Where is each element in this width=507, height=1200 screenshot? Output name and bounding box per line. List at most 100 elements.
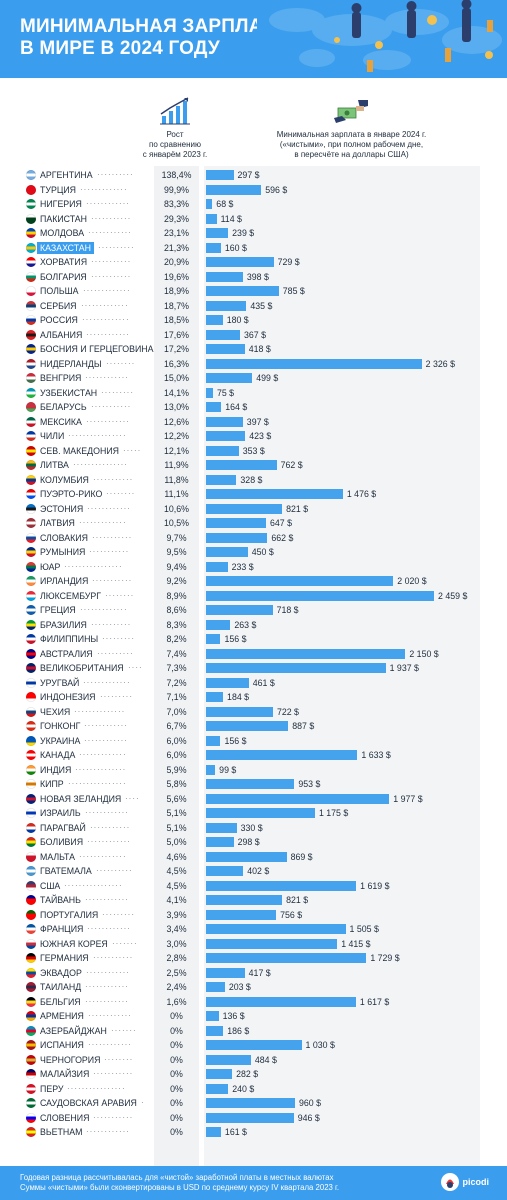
- dotted-leader: ···········: [91, 271, 132, 281]
- wage-value: 75 $: [216, 387, 235, 398]
- wage-value: 1 617 $: [359, 996, 390, 1007]
- table-row: МОЛДОВА 23,1% 239 $ ············: [0, 226, 507, 241]
- dotted-leader: ·············: [83, 286, 131, 295]
- country-name: ЮЖНАЯ КОРЕЯ: [40, 938, 108, 949]
- country-name: ТАЙВАНЬ: [40, 895, 81, 905]
- dotted-leader: ············: [87, 924, 131, 933]
- table-row: НИДЕРЛАНДЫ 16,3% 2 326 $ ········: [0, 357, 507, 372]
- wage-value: 240 $: [232, 1083, 255, 1094]
- table-row: ПУЭРТО-РИКО 11,1% 1 476 $ ········: [0, 487, 507, 502]
- country-flag-icon: [26, 967, 36, 978]
- country-flag-icon: [26, 953, 36, 963]
- country-flag-icon: [26, 880, 36, 891]
- wage-value: 353 $: [242, 445, 265, 456]
- country-flag-icon: [26, 619, 36, 630]
- wage-bar: [206, 213, 217, 224]
- wage-value: 821 $: [286, 895, 309, 905]
- wage-bar: [206, 1127, 221, 1137]
- wage-value: 662 $: [271, 532, 294, 543]
- table-row: ЧЕХИЯ 7,0% 722 $ ··············: [0, 705, 507, 720]
- wage-value: 1 977 $: [393, 793, 423, 804]
- table-row: НОВАЯ ЗЕЛАНДИЯ 5,6% 1 977 $ ····: [0, 792, 507, 807]
- dotted-leader: ············: [85, 982, 129, 991]
- country-flag-icon: [26, 1069, 36, 1079]
- wage-bar: [206, 300, 247, 311]
- country-name: БЕЛАРУСЬ: [40, 402, 87, 412]
- table-row: США 4,5% 1 619 $ ················: [0, 879, 507, 894]
- country-name: АЛБАНИЯ: [40, 329, 83, 340]
- wage-bar: [206, 271, 243, 282]
- growth-column-header: Рост по сравнению с январём 2023 г.: [130, 92, 220, 160]
- country-flag-icon: [26, 692, 36, 702]
- growth-value: 7,1%: [166, 692, 187, 702]
- growth-value: 8,3%: [166, 619, 187, 630]
- money-hands-icon: [333, 100, 368, 123]
- wage-bar: [206, 1069, 233, 1079]
- country-name: МЕКСИКА: [40, 416, 82, 427]
- table-row: АРГЕНТИНА 138,4% 297 $ ··········: [0, 168, 507, 183]
- wage-bar: [206, 170, 234, 180]
- wage-bar: [206, 1040, 302, 1050]
- wage-bar: [206, 822, 237, 833]
- table-row: ХОРВАТИЯ 20,9% 729 $ ···········: [0, 255, 507, 270]
- table-row: АЛБАНИЯ 17,6% 367 $ ············: [0, 328, 507, 343]
- growth-value: 138,4%: [161, 170, 192, 180]
- growth-value: 5,8%: [166, 779, 187, 789]
- growth-value: 11,8%: [164, 474, 189, 485]
- wage-value: 2 150 $: [409, 648, 439, 659]
- wage-bar: [206, 706, 273, 717]
- growth-value: 99,9%: [164, 184, 189, 195]
- wage-bar: [206, 590, 434, 601]
- country-name: АРМЕНИЯ: [40, 1011, 84, 1021]
- table-row: АРМЕНИЯ 0% 136 $ ············: [0, 1009, 507, 1024]
- wage-bar: [206, 909, 277, 920]
- table-row: ПАКИСТАН 29,3% 114 $ ···········: [0, 212, 507, 227]
- table-row: СЕРБИЯ 18,7% 435 $ ·············: [0, 299, 507, 314]
- table-row: ЭКВАДОР 2,5% 417 $ ············: [0, 966, 507, 981]
- wage-value: 418 $: [248, 344, 271, 354]
- growth-column-background: [154, 166, 199, 1166]
- wage-bar: [206, 735, 221, 746]
- growth-value: 5,1%: [166, 822, 187, 833]
- table-row: СЛОВЕНИЯ 0% 946 $ ···········: [0, 1111, 507, 1126]
- country-name: ИРЛАНДИЯ: [40, 576, 89, 586]
- dotted-leader: ····: [128, 663, 143, 672]
- table-row: КАЗАХСТАН 21,3% 160 $ ··········: [0, 241, 507, 256]
- growth-value: 7,3%: [166, 663, 187, 673]
- growth-value: 7,4%: [166, 648, 187, 659]
- country-name: ИЗРАИЛЬ: [40, 808, 81, 818]
- growth-value: 0%: [170, 1011, 183, 1021]
- growth-value: 4,5%: [166, 880, 187, 891]
- growth-value: 18,7%: [164, 300, 189, 311]
- country-flag-icon: [26, 837, 36, 847]
- growth-value: 11,1%: [164, 489, 189, 499]
- table-row: ЧИЛИ 12,2% 423 $ ················: [0, 429, 507, 444]
- country-flag-icon: [26, 474, 36, 485]
- wage-value: 184 $: [227, 692, 250, 702]
- table-row: ЛИТВА 11,9% 762 $ ···············: [0, 458, 507, 473]
- country-flag-icon: [26, 1054, 36, 1065]
- wage-value: 887 $: [292, 721, 315, 731]
- country-name: ГЕРМАНИЯ: [40, 953, 89, 963]
- wage-column-label: Минимальная зарплата в январе 2024 г. («…: [276, 130, 427, 159]
- dotted-leader: ················: [64, 561, 123, 571]
- country-name: СЕВ. МАКЕДОНИЯ: [40, 445, 119, 456]
- country-flag-icon: [26, 1025, 36, 1036]
- wage-value: 68 $: [216, 199, 234, 209]
- wage-bar: [206, 866, 244, 876]
- wage-bar: [206, 1054, 251, 1065]
- country-name: УЗБЕКИСТАН: [40, 387, 98, 398]
- wage-value: 186 $: [227, 1025, 250, 1036]
- wage-bar: [206, 938, 338, 949]
- growth-value: 9,4%: [166, 561, 187, 572]
- table-row: ВЕЛИКОБРИТАНИЯ 7,3% 1 937 $ ····: [0, 661, 507, 676]
- dotted-leader: ············: [86, 329, 130, 339]
- table-row: ГВАТЕМАЛА 4,5% 402 $ ··········: [0, 864, 507, 879]
- country-flag-icon: [26, 982, 36, 992]
- wage-value: 367 $: [244, 329, 267, 340]
- country-flag-icon: [26, 822, 36, 833]
- table-row: БЕЛАРУСЬ 13,0% 164 $ ···········: [0, 400, 507, 415]
- wage-bar: [206, 228, 229, 238]
- dotted-leader: ···········: [91, 619, 132, 629]
- growth-value: 19,6%: [164, 271, 189, 282]
